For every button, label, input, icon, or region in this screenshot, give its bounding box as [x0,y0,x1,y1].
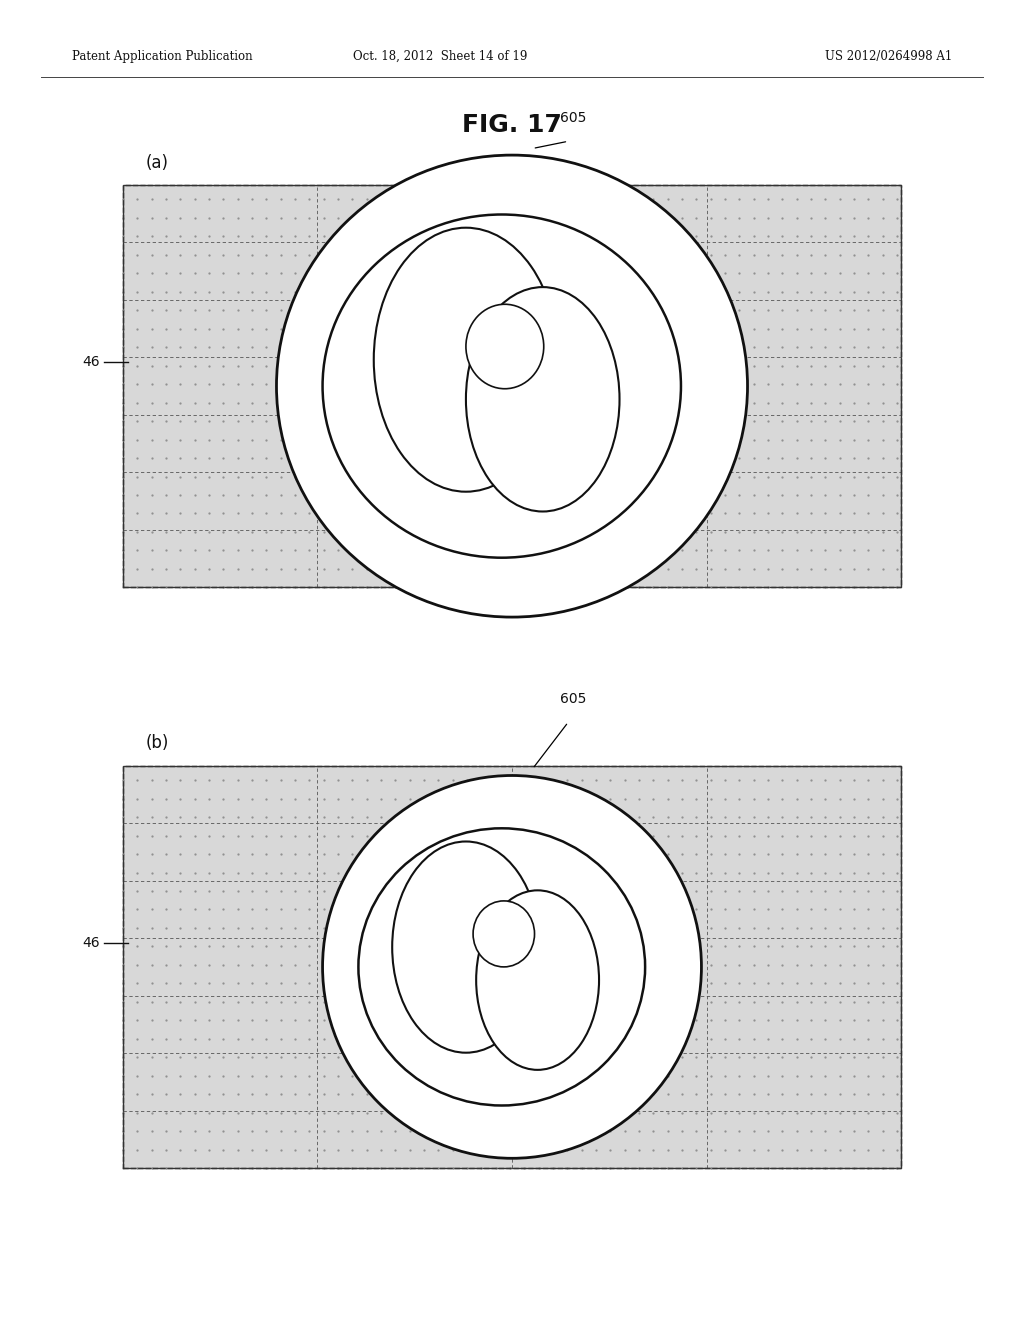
Text: (a): (a) [145,153,168,172]
Bar [123,766,901,1168]
Text: Oct. 18, 2012  Sheet 14 of 19: Oct. 18, 2012 Sheet 14 of 19 [353,50,527,63]
Ellipse shape [276,156,748,618]
Text: Patent Application Publication: Patent Application Publication [72,50,252,63]
Text: (b): (b) [145,734,169,752]
Text: 605: 605 [560,692,587,706]
Ellipse shape [466,286,620,511]
Ellipse shape [476,890,599,1069]
Text: FIG. 17: FIG. 17 [462,114,562,137]
Text: 46: 46 [83,355,100,370]
Text: 605: 605 [560,111,587,125]
Ellipse shape [473,900,535,966]
Bar [123,185,901,587]
Ellipse shape [323,214,681,557]
Bar [123,185,901,587]
Text: 46: 46 [83,936,100,950]
Text: US 2012/0264998 A1: US 2012/0264998 A1 [825,50,952,63]
Ellipse shape [466,304,544,388]
Ellipse shape [358,829,645,1106]
Ellipse shape [374,227,558,491]
Bar [123,766,901,1168]
Ellipse shape [323,776,701,1159]
Ellipse shape [392,842,540,1053]
